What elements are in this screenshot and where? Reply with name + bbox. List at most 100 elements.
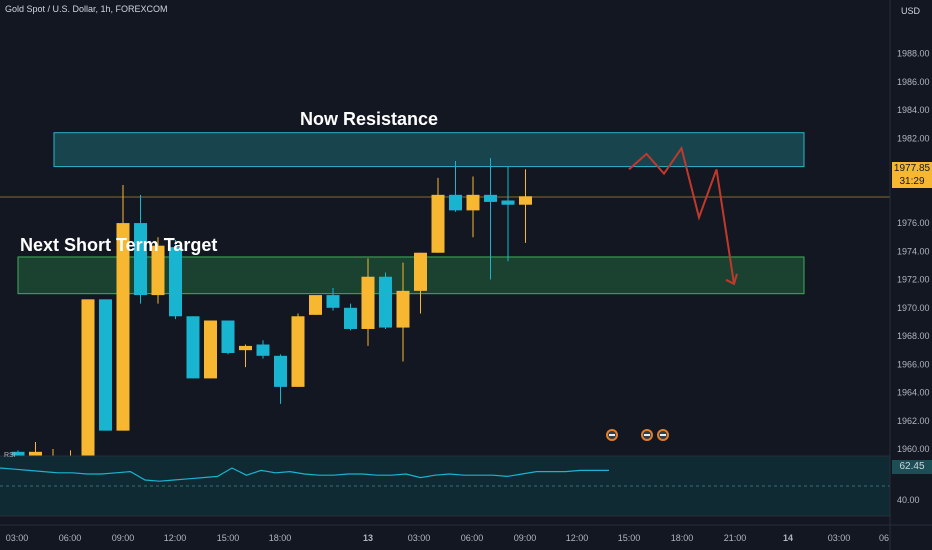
- time-tick-label: 12:00: [164, 533, 187, 543]
- event-icon[interactable]: [606, 429, 618, 441]
- candle-body: [449, 194, 462, 211]
- candle: [221, 320, 235, 355]
- time-tick-label: 03:00: [408, 533, 431, 543]
- candle-body: [169, 247, 182, 317]
- candle-body: [519, 196, 532, 205]
- candle-body: [116, 223, 130, 431]
- time-tick-label: 06: [879, 533, 889, 543]
- time-tick-label: 09:00: [112, 533, 135, 543]
- candle: [414, 252, 427, 314]
- time-tick-label: 15:00: [618, 533, 641, 543]
- projection-layer: [628, 145, 738, 286]
- current-price-tag: 1977.85 31:29: [892, 162, 932, 188]
- time-tick-label: 15:00: [217, 533, 240, 543]
- price-tick-label: 1988.00: [897, 49, 930, 59]
- candle: [186, 316, 200, 379]
- candle: [344, 303, 357, 331]
- price-tick-label: 1964.00: [897, 388, 930, 398]
- candle-body: [99, 299, 112, 431]
- candle-body: [396, 290, 410, 328]
- event-icon-mark: [660, 434, 666, 436]
- price-tick-label: 1982.00: [897, 133, 930, 143]
- candle: [361, 258, 375, 346]
- rsi-line: [0, 467, 609, 482]
- candle: [99, 299, 112, 431]
- candle: [519, 169, 532, 243]
- projection-arrowhead: [725, 273, 738, 286]
- candle-body: [431, 194, 445, 253]
- candle: [134, 194, 147, 304]
- candle-body: [221, 320, 235, 353]
- countdown-value: 31:29: [899, 176, 925, 187]
- event-icon[interactable]: [657, 429, 669, 441]
- current-price-value: 1977.85: [893, 163, 931, 174]
- candle-body: [326, 295, 340, 308]
- event-icon[interactable]: [641, 429, 653, 441]
- symbol-title: Gold Spot / U.S. Dollar, 1h, FOREXCOM: [5, 4, 168, 14]
- time-tick-label: 13: [363, 533, 373, 543]
- price-tick-label: 1960.00: [897, 444, 930, 454]
- event-icons-layer: [606, 429, 669, 441]
- time-tick-label: 18:00: [671, 533, 694, 543]
- candle-body: [309, 295, 322, 315]
- candle: [326, 288, 340, 311]
- candle: [379, 272, 392, 329]
- candle: [466, 176, 480, 238]
- rsi-label: RSI: [4, 452, 16, 459]
- candle-body: [134, 223, 147, 296]
- time-axis: 03:00 06:00 09:00 12:00 15:00 18:00 13 03:00 06:…: [0, 524, 932, 543]
- candle-body: [291, 316, 305, 387]
- candle: [204, 320, 217, 379]
- candle-body: [256, 344, 270, 356]
- rsi-value-tag: 62.45: [892, 460, 932, 474]
- candle-body: [361, 276, 375, 329]
- candle: [256, 340, 270, 359]
- candle-body: [204, 320, 217, 379]
- time-tick-label: 06:00: [461, 533, 484, 543]
- resistance-zone: [53, 132, 805, 168]
- zones-layer: [0, 132, 890, 295]
- candle: [116, 184, 130, 431]
- candle: [169, 240, 182, 320]
- candle: [501, 166, 515, 262]
- candle: [309, 295, 322, 315]
- candle-body: [501, 200, 515, 205]
- time-tick-label: 03:00: [828, 533, 851, 543]
- candle-body: [414, 252, 427, 291]
- resistance-label: Now Resistance: [300, 109, 439, 129]
- candle-body: [274, 355, 287, 387]
- candle-body: [484, 194, 497, 202]
- price-tick-label: 1962.00: [897, 416, 930, 426]
- candle: [239, 344, 252, 368]
- candle: [151, 237, 165, 304]
- price-tick-label: 1968.00: [897, 331, 930, 341]
- candle: [449, 160, 462, 212]
- candle-body: [379, 276, 392, 328]
- candle: [291, 313, 305, 387]
- target-zone: [17, 256, 805, 295]
- price-tick-label: 1970.00: [897, 303, 930, 313]
- projection-path: [628, 145, 735, 284]
- time-tick-label: 12:00: [566, 533, 589, 543]
- price-tick-label: 1972.00: [897, 275, 930, 285]
- time-tick-label: 06:00: [59, 533, 82, 543]
- candle-body: [239, 345, 252, 351]
- currency-label: USD: [900, 6, 920, 16]
- candle: [81, 299, 95, 468]
- candle-body: [81, 299, 95, 468]
- candle: [396, 262, 410, 362]
- time-tick-label: 21:00: [724, 533, 747, 543]
- time-tick-label: 14: [783, 533, 793, 543]
- time-tick-label: 03:00: [6, 533, 29, 543]
- price-tick-label: 1974.00: [897, 246, 930, 256]
- rsi-pane: [0, 455, 890, 517]
- price-tick-label: 1986.00: [897, 77, 930, 87]
- candle-body: [466, 194, 480, 211]
- candle: [431, 177, 445, 253]
- time-tick-label: 18:00: [269, 533, 292, 543]
- candle: [484, 158, 497, 280]
- target-label: Next Short Term Target: [20, 235, 218, 255]
- candle-body: [151, 245, 165, 296]
- candle-body: [344, 307, 357, 329]
